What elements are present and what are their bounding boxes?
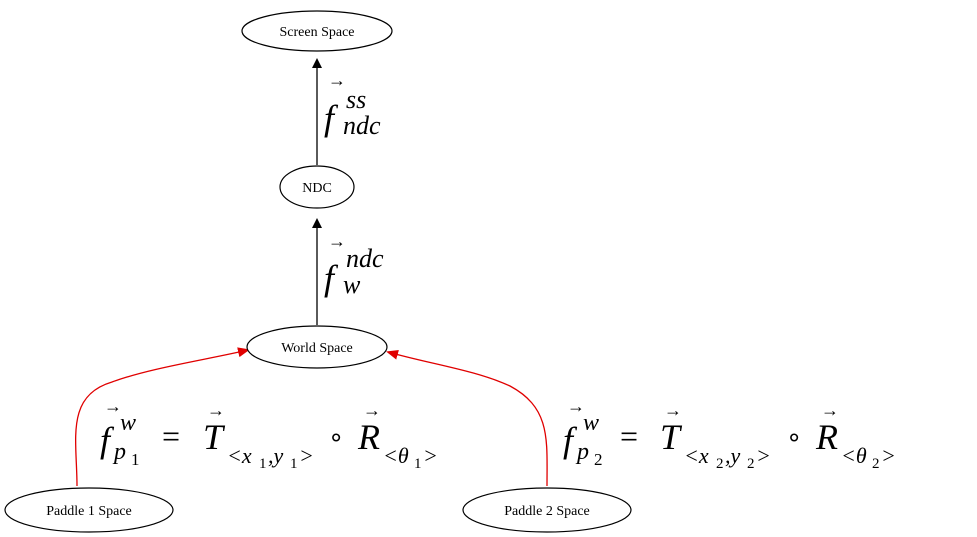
vector-arrow-f: → <box>567 396 585 416</box>
label-T-sub-mid: ,y <box>725 443 741 468</box>
label-sup: w <box>583 410 599 436</box>
label-R-sub-i: 2 <box>872 456 880 472</box>
node-paddle1-space-label: Paddle 1 Space <box>46 504 132 519</box>
label-f: f <box>324 98 339 138</box>
label-T-sub-i2: 2 <box>747 456 755 472</box>
label-T-sub: <x <box>227 443 252 468</box>
label-world-to-ndc: → f ndc w <box>324 231 384 299</box>
edge-paddle1-to-world <box>74 347 250 487</box>
vector-arrow-T: → <box>207 400 225 420</box>
label-sub: p <box>112 439 126 465</box>
node-world-space-label: World Space <box>281 341 353 356</box>
label-T-sub-i1: 1 <box>259 456 267 472</box>
label-sub: ndc <box>343 111 381 140</box>
label-R: R <box>357 417 380 457</box>
label-f: f <box>563 420 578 460</box>
label-R-sub-end: > <box>881 443 896 468</box>
label-eq: = <box>620 418 638 454</box>
label-T-sub: <x <box>684 443 709 468</box>
vector-arrow-R: → <box>363 400 381 420</box>
node-screen-space-label: Screen Space <box>279 25 354 40</box>
label-T: T <box>203 417 226 457</box>
label-R-sub-end: > <box>423 443 438 468</box>
label-f: f <box>324 258 339 298</box>
vector-arrow: → <box>328 231 346 251</box>
label-R-sub: <θ <box>383 443 409 468</box>
label-eq: = <box>162 418 180 454</box>
label-sup: w <box>120 410 136 436</box>
label-R-sub-i: 1 <box>414 456 422 472</box>
vector-arrow-R: → <box>821 400 839 420</box>
label-compose: ∘ <box>786 423 802 452</box>
edge-paddle2-to-world <box>386 349 548 487</box>
label-paddle1-to-world: → f w p 1 = → T <x 1 ,y 1 > ∘ → R <θ 1 > <box>100 396 438 472</box>
node-paddle2-space-label: Paddle 2 Space <box>504 504 590 519</box>
vector-arrow-f: → <box>104 396 122 416</box>
label-T-sub-i2: 1 <box>290 456 298 472</box>
label-T-sub-end: > <box>756 443 771 468</box>
node-ndc-label: NDC <box>302 181 332 196</box>
node-screen-space: Screen Space <box>241 10 393 52</box>
label-T-sub-i1: 2 <box>716 456 724 472</box>
label-ndc-to-screen: → f ss ndc <box>324 70 381 140</box>
label-subsub: 2 <box>594 450 603 469</box>
label-T-sub-end: > <box>299 443 314 468</box>
label-T: T <box>660 417 683 457</box>
label-sub: p <box>575 439 589 465</box>
node-paddle1-space: Paddle 1 Space <box>4 487 174 533</box>
label-sub: w <box>343 270 361 299</box>
node-ndc: NDC <box>279 165 355 209</box>
label-paddle2-to-world: → f w p 2 = → T <x 2 ,y 2 > ∘ → R <θ 2 > <box>563 396 896 472</box>
label-R: R <box>815 417 838 457</box>
node-paddle2-space: Paddle 2 Space <box>462 487 632 533</box>
label-f: f <box>100 420 115 460</box>
vector-arrow: → <box>328 70 346 90</box>
label-subsub: 1 <box>131 450 140 469</box>
node-world-space: World Space <box>246 325 388 369</box>
label-compose: ∘ <box>328 423 344 452</box>
label-T-sub-mid: ,y <box>268 443 284 468</box>
vector-arrow-T: → <box>664 400 682 420</box>
label-sup: ss <box>346 85 366 114</box>
label-sup: ndc <box>346 244 384 273</box>
label-R-sub: <θ <box>841 443 867 468</box>
